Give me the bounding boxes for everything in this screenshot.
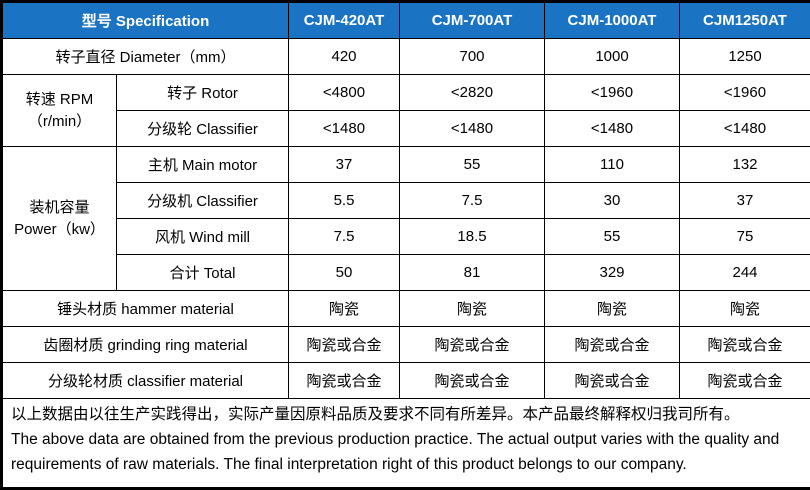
footnote-text-zh: 以上数据由以往生产实践得出，实际产量因原料品质及要求不同有所差异。本产品最终解释… (11, 406, 740, 423)
rpm-classifier-value-420at: <1480 (288, 110, 400, 147)
rpm-classifier-value-1250at: <1480 (679, 110, 810, 147)
diameter-label: 转子直径 Diameter（mm） (1, 38, 289, 75)
diameter-value-1250at: 1250 (679, 38, 810, 75)
header-row: 型号 Specification CJM-420AT CJM-700AT CJM… (1, 1, 810, 39)
power-main-motor-value-1250at: 132 (679, 146, 810, 183)
power-total-label: 合计 Total (116, 254, 289, 291)
hammer-material-value-1000at: 陶瓷 (544, 290, 680, 327)
power-classifier-value-700at: 7.5 (399, 182, 545, 219)
grinding-ring-material-value-420at: 陶瓷或合金 (288, 326, 400, 363)
model-header-cjm1250at: CJM1250AT (679, 1, 810, 39)
row-power-total: 合计 Total 50 81 329 244 (2, 254, 810, 291)
grinding-ring-material-value-700at: 陶瓷或合金 (399, 326, 545, 363)
grinding-ring-material-value-1250at: 陶瓷或合金 (679, 326, 810, 363)
diameter-value-700at: 700 (399, 38, 545, 75)
footnote-cell: 以上数据由以往生产实践得出，实际产量因原料品质及要求不同有所差异。本产品最终解释… (1, 398, 810, 489)
classifier-material-value-420at: 陶瓷或合金 (288, 362, 400, 399)
power-group-label: 装机容量 Power（kw） (1, 146, 117, 291)
grinding-ring-material-value-1000at: 陶瓷或合金 (544, 326, 680, 363)
power-wind-mill-value-1250at: 75 (679, 218, 810, 255)
power-main-motor-value-1000at: 110 (544, 146, 680, 183)
power-total-value-420at: 50 (288, 254, 400, 291)
model-header-cjm-420at: CJM-420AT (288, 1, 400, 39)
footnote-text-en: The above data are obtained from the pre… (11, 431, 780, 473)
power-wind-mill-label: 风机 Wind mill (116, 218, 289, 255)
classifier-material-value-1250at: 陶瓷或合金 (679, 362, 810, 399)
row-power-wind-mill: 风机 Wind mill 7.5 18.5 55 75 (2, 218, 810, 255)
row-grinding-ring-material: 齿圈材质 grinding ring material 陶瓷或合金 陶瓷或合金 … (1, 326, 810, 363)
row-power-main-motor: 装机容量 Power（kw） 主机 Main motor 37 55 110 1… (1, 146, 810, 291)
power-total-value-1250at: 244 (679, 254, 810, 291)
rpm-rotor-value-700at: <2820 (399, 74, 545, 111)
rpm-classifier-value-1000at: <1480 (544, 110, 680, 147)
diameter-value-420at: 420 (288, 38, 400, 75)
model-header-cjm-700at: CJM-700AT (399, 1, 545, 39)
rpm-group-label-line2: （r/min） (27, 112, 92, 130)
power-classifier-value-1000at: 30 (544, 182, 680, 219)
row-classifier-material: 分级轮材质 classifier material 陶瓷或合金 陶瓷或合金 陶瓷… (1, 362, 810, 399)
row-rpm-classifier: 分级轮 Classifier <1480 <1480 <1480 <1480 (2, 110, 810, 147)
diameter-value-1000at: 1000 (544, 38, 680, 75)
power-wind-mill-value-1000at: 55 (544, 218, 680, 255)
power-main-motor-value-420at: 37 (288, 146, 400, 183)
power-wind-mill-value-700at: 18.5 (399, 218, 545, 255)
classifier-material-value-1000at: 陶瓷或合金 (544, 362, 680, 399)
rpm-group-label-line1: 转速 RPM (25, 90, 94, 108)
hammer-material-value-700at: 陶瓷 (399, 290, 545, 327)
hammer-material-value-420at: 陶瓷 (288, 290, 400, 327)
power-classifier-value-1250at: 37 (679, 182, 810, 219)
power-group-label-line1: 装机容量 (29, 198, 90, 216)
rpm-rotor-value-1250at: <1960 (679, 74, 810, 111)
power-main-motor-label: 主机 Main motor (116, 146, 289, 183)
footnote-row: 以上数据由以往生产实践得出，实际产量因原料品质及要求不同有所差异。本产品最终解释… (1, 398, 810, 489)
row-hammer-material: 锤头材质 hammer material 陶瓷 陶瓷 陶瓷 陶瓷 (1, 290, 810, 327)
rpm-classifier-value-700at: <1480 (399, 110, 545, 147)
rpm-rotor-value-420at: <4800 (288, 74, 400, 111)
power-main-motor-value-700at: 55 (399, 146, 545, 183)
rpm-rotor-label: 转子 Rotor (116, 74, 289, 111)
row-power-classifier: 分级机 Classifier 5.5 7.5 30 37 (2, 182, 810, 219)
power-classifier-value-420at: 5.5 (288, 182, 400, 219)
row-rpm-rotor: 转速 RPM （r/min） 转子 Rotor <4800 <2820 <196… (1, 74, 810, 147)
rpm-classifier-label: 分级轮 Classifier (116, 110, 289, 147)
hammer-material-value-1250at: 陶瓷 (679, 290, 810, 327)
grinding-ring-material-label: 齿圈材质 grinding ring material (1, 326, 289, 363)
power-wind-mill-value-420at: 7.5 (288, 218, 400, 255)
model-header-cjm-1000at: CJM-1000AT (544, 1, 680, 39)
rpm-rotor-value-1000at: <1960 (544, 74, 680, 111)
classifier-material-value-700at: 陶瓷或合金 (399, 362, 545, 399)
row-diameter: 转子直径 Diameter（mm） 420 700 1000 1250 (1, 38, 810, 75)
rpm-group-label: 转速 RPM （r/min） (1, 74, 117, 147)
power-total-value-1000at: 329 (544, 254, 680, 291)
power-classifier-label: 分级机 Classifier (116, 182, 289, 219)
power-group-label-line2: Power（kw） (14, 220, 105, 238)
spec-header-cell: 型号 Specification (1, 1, 289, 39)
hammer-material-label: 锤头材质 hammer material (1, 290, 289, 327)
classifier-material-label: 分级轮材质 classifier material (1, 362, 289, 399)
power-total-value-700at: 81 (399, 254, 545, 291)
